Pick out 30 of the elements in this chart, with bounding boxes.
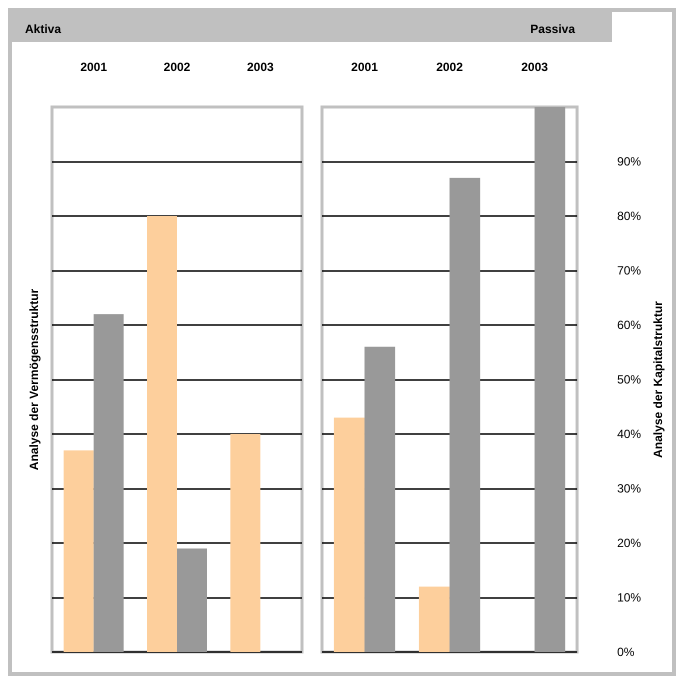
y-tick-label: 20% bbox=[617, 536, 642, 550]
x-tick-label: 2002 bbox=[436, 60, 464, 74]
bar bbox=[147, 216, 177, 652]
bar bbox=[334, 418, 365, 652]
bar bbox=[94, 314, 124, 652]
bar bbox=[364, 346, 396, 652]
bar bbox=[177, 548, 207, 652]
y-tick-label: 10% bbox=[617, 590, 642, 604]
x-tick-label: 2002 bbox=[164, 60, 191, 74]
y-axis-title: Analyse der Vermögensstruktur bbox=[27, 288, 41, 470]
y-tick-label: 0% bbox=[617, 645, 635, 659]
bar bbox=[64, 450, 94, 652]
y-tick-label: 50% bbox=[617, 372, 642, 386]
x-tick-label: 2003 bbox=[246, 60, 274, 74]
x-tick-label: 2001 bbox=[351, 60, 378, 74]
y-axis-title: Analyse der Kapitalstruktur bbox=[651, 300, 665, 458]
bar bbox=[534, 107, 566, 652]
bar bbox=[450, 178, 480, 652]
bar bbox=[418, 586, 450, 652]
bar bbox=[230, 434, 260, 652]
y-tick-label: 70% bbox=[617, 264, 642, 278]
chart-title: Aktiva bbox=[25, 22, 62, 36]
chart-title: Passiva bbox=[530, 22, 576, 36]
x-tick-label: 2003 bbox=[521, 60, 548, 74]
y-tick-label: 90% bbox=[617, 154, 642, 168]
y-tick-label: 60% bbox=[617, 318, 642, 332]
y-tick-label: 80% bbox=[617, 209, 642, 223]
y-tick-label: 30% bbox=[617, 482, 642, 496]
x-tick-label: 2001 bbox=[80, 60, 108, 74]
y-tick-label: 40% bbox=[617, 427, 642, 441]
